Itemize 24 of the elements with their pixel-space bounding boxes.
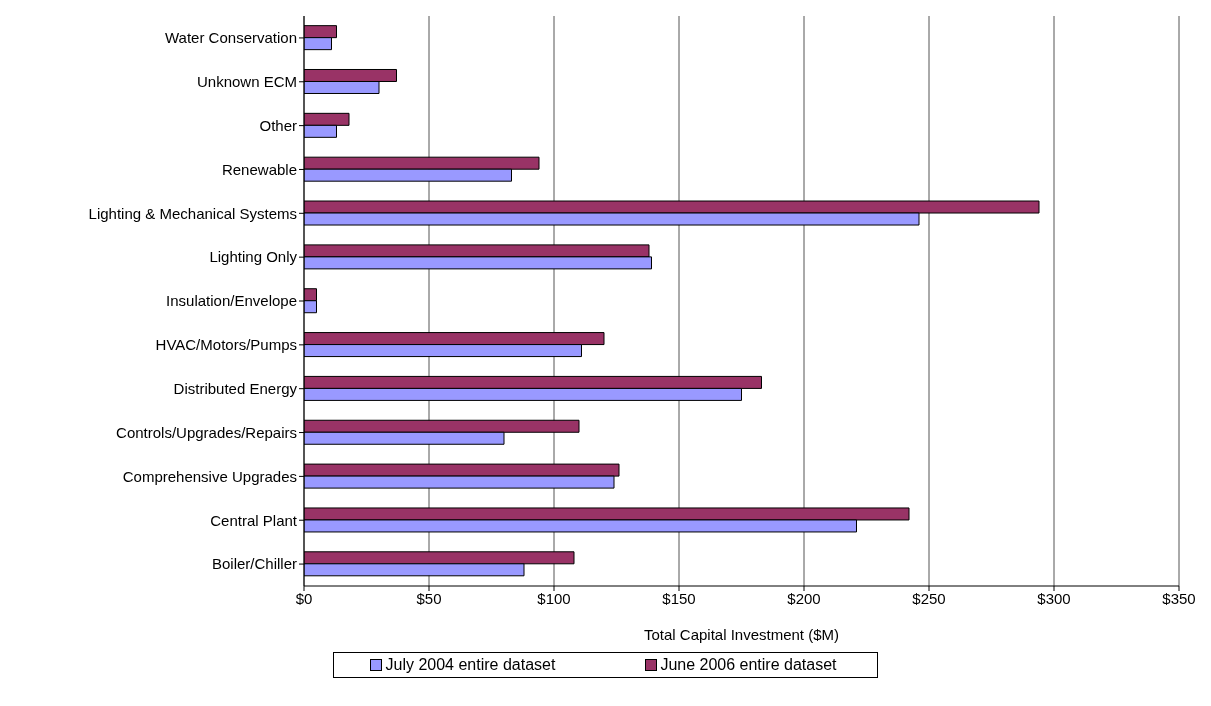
- y-tick-label: Boiler/Chiller: [211, 555, 297, 573]
- y-tick-label: Insulation/Envelope: [166, 292, 297, 310]
- x-tick-label: $350: [1162, 589, 1196, 607]
- y-tick-label: Comprehensive Upgrades: [122, 467, 297, 485]
- x-tick-label: $0: [295, 589, 313, 607]
- x-tick-label: $200: [787, 589, 821, 607]
- x-tick-label: $50: [416, 589, 442, 607]
- y-tick-label: HVAC/Motors/Pumps: [155, 336, 297, 354]
- y-tick-label: Distributed Energy: [173, 380, 298, 398]
- x-axis-title: Total Capital Investment ($M): [643, 626, 840, 643]
- y-tick-label: Renewable: [221, 160, 297, 178]
- x-tick-label: $300: [1037, 589, 1071, 607]
- y-tick-label: Central Plant: [210, 511, 298, 529]
- y-tick-label: Controls/Upgrades/Repairs: [116, 423, 297, 441]
- x-tick-label: $150: [662, 589, 696, 607]
- y-tick-label: Other: [259, 116, 297, 134]
- x-tick-label: $250: [912, 589, 946, 607]
- legend-label: July 2004 entire dataset: [385, 656, 556, 674]
- y-tick-label: Lighting Only: [209, 248, 298, 266]
- y-tick-label: Lighting & Mechanical Systems: [88, 204, 297, 222]
- y-tick-label: Water Conservation: [165, 29, 297, 47]
- legend-label: June 2006 entire dataset: [660, 656, 837, 674]
- x-tick-label: $100: [537, 589, 571, 607]
- y-tick-label: Unknown ECM: [196, 73, 297, 91]
